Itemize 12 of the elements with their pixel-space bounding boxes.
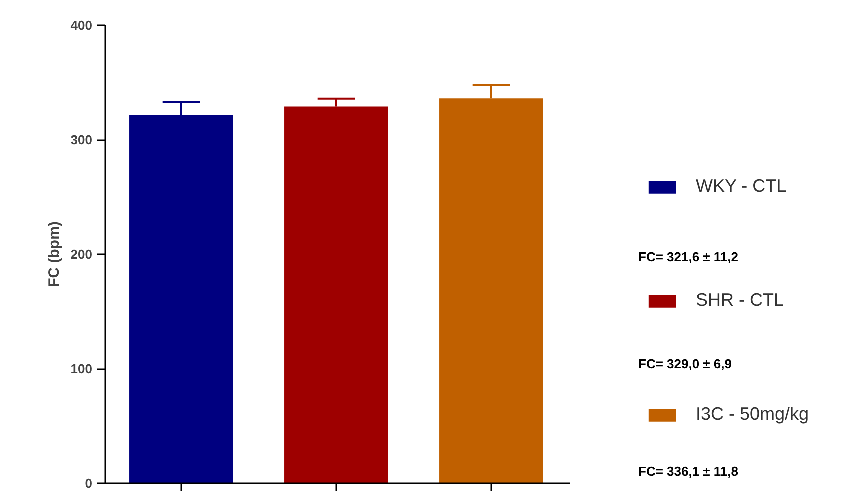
text: FC= 321,6 ± 11,2: [638, 249, 739, 264]
text: FC= 329,0 ± 6,9: [638, 356, 732, 372]
legend-label: SHR - CTL: [696, 290, 784, 311]
text: FC= 336,1 ± 11,8: [638, 464, 739, 479]
y-tick-label: 300: [70, 132, 93, 148]
y-tick-label: 0: [85, 476, 93, 491]
legend-label: WKY - CTL: [696, 176, 787, 197]
legend-label: I3C - 50mg/kg: [696, 404, 810, 425]
y-tick-label: 100: [70, 362, 93, 376]
y-tick-label: 400: [70, 18, 93, 33]
y-axis-title: FC (bpm): [46, 222, 63, 288]
y-tick-label: 200: [70, 247, 93, 262]
